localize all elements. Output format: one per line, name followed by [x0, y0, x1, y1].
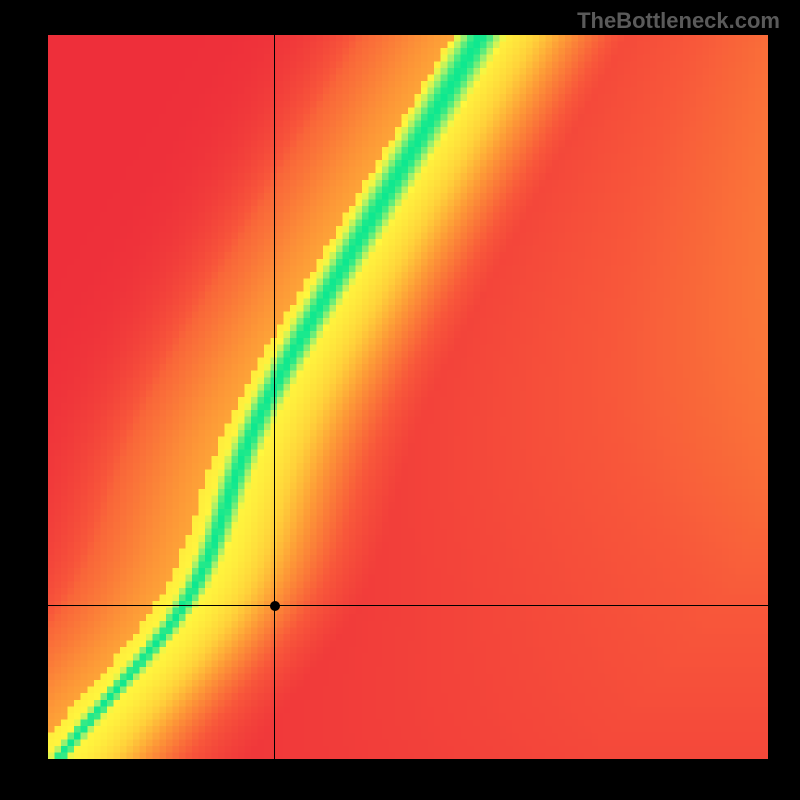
bottleneck-heatmap [48, 35, 768, 759]
crosshair-vertical [274, 35, 275, 759]
chart-container: TheBottleneck.com [0, 0, 800, 800]
watermark-label: TheBottleneck.com [577, 8, 780, 34]
crosshair-marker [270, 601, 280, 611]
crosshair-horizontal [48, 605, 768, 606]
